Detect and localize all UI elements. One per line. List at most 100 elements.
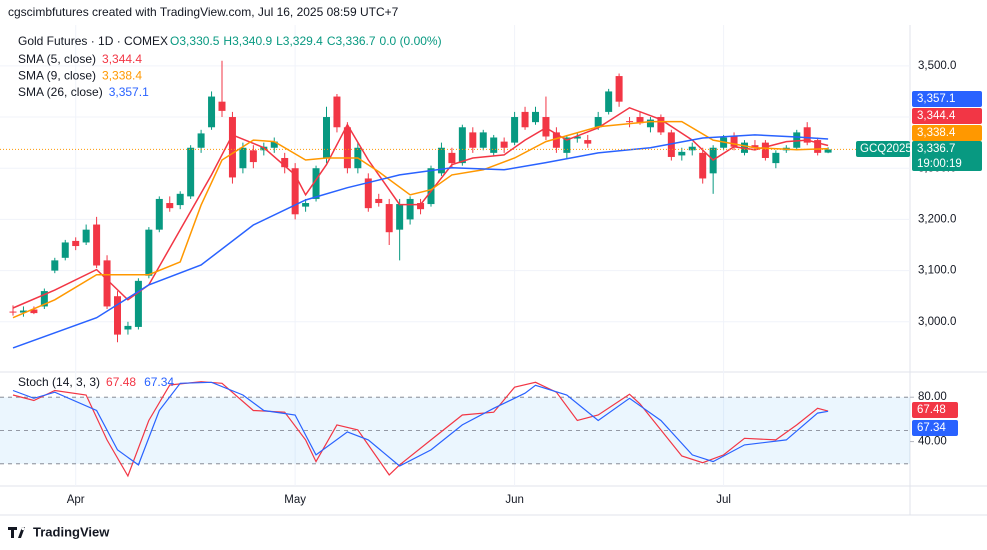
candle-body <box>61 242 69 258</box>
candle <box>406 196 414 225</box>
legend-name: SMA (9, close) <box>18 69 96 83</box>
candle-body <box>166 203 174 209</box>
credit: cgscimbfutures created with TradingView.… <box>8 5 399 19</box>
candle <box>542 96 550 141</box>
candle <box>270 137 278 153</box>
candle <box>333 93 341 133</box>
candle-body <box>657 117 665 133</box>
candle <box>385 198 393 246</box>
y-tick-label: 3,100.0 <box>918 265 956 277</box>
candle <box>490 134 498 156</box>
candle <box>458 124 466 166</box>
candle <box>239 142 247 174</box>
y-tick-label: 80.00 <box>918 391 947 403</box>
candle <box>584 134 592 148</box>
tradingview-logo: TradingView <box>8 524 110 539</box>
price-badge: 3,357.1 <box>917 93 955 105</box>
candle <box>646 117 654 133</box>
candle-body <box>542 117 550 137</box>
candle-body <box>9 311 17 313</box>
legend-value: 3,357.1 <box>109 85 149 99</box>
candle-body <box>490 137 498 153</box>
candle <box>500 137 508 153</box>
candle <box>343 122 351 174</box>
candle <box>417 198 425 215</box>
y-tick-label: 3,500.0 <box>918 60 956 72</box>
candle-body <box>437 147 445 174</box>
candle-body <box>51 260 59 271</box>
candle <box>657 114 665 135</box>
candle-body <box>208 96 216 128</box>
chart-title: Gold Futures · 1D · COMEX <box>18 34 168 48</box>
candle <box>427 165 435 207</box>
price-badge: 3,344.4 <box>917 110 956 122</box>
candle-body <box>573 136 581 139</box>
candle <box>364 173 372 212</box>
candle-body <box>532 111 539 123</box>
candle-body <box>40 291 48 307</box>
candle-body <box>30 309 38 314</box>
candle-body <box>448 152 456 164</box>
price-badge-bg <box>912 108 982 124</box>
x-tick-label: Jul <box>716 494 731 506</box>
candle <box>552 127 560 153</box>
candle-body <box>511 117 519 143</box>
candle <box>511 111 519 146</box>
symbol-badge-bg <box>856 141 910 157</box>
ohlc-label: L3,329.4 <box>276 34 323 48</box>
candle <box>124 321 132 335</box>
candle-body <box>375 198 383 204</box>
candle-body <box>291 168 299 215</box>
candle <box>751 140 759 151</box>
candle <box>793 129 801 151</box>
candle-body <box>93 224 101 266</box>
candle-body <box>605 91 613 112</box>
candle <box>573 132 581 143</box>
candle-body <box>343 127 351 169</box>
stoch-line <box>12 381 829 467</box>
candle <box>155 196 163 233</box>
sma-line <box>12 134 829 349</box>
candle-body <box>176 193 184 206</box>
candle <box>51 257 59 274</box>
candle <box>166 196 174 212</box>
y-tick-label: 40.00 <box>918 436 947 448</box>
candle-body <box>730 136 738 147</box>
candle <box>824 147 832 154</box>
candle-body <box>552 132 560 148</box>
candle <box>437 142 445 176</box>
candle <box>605 88 613 115</box>
candle <box>626 117 634 128</box>
stoch-badge: 67.34 <box>917 422 946 434</box>
candle-body <box>72 240 80 247</box>
candle-body <box>594 117 602 128</box>
ohlc-label: O3,330.5 <box>170 34 220 48</box>
candle <box>563 134 571 158</box>
candle <box>814 137 822 156</box>
candle <box>688 142 696 156</box>
candle <box>323 106 330 164</box>
candle-body <box>396 204 404 230</box>
candle-body <box>134 280 142 327</box>
candle <box>19 306 27 317</box>
candle-body <box>427 168 435 205</box>
candle-body <box>521 111 529 128</box>
legend-name: SMA (26, close) <box>18 85 103 99</box>
candle-body <box>218 101 226 111</box>
candle <box>103 255 111 310</box>
candle-body <box>385 204 393 233</box>
candle-body <box>124 325 132 330</box>
y-tick-label: 3,000.0 <box>918 316 956 328</box>
candle-body <box>145 229 153 276</box>
candle <box>375 193 383 207</box>
candle <box>61 239 69 261</box>
symbol-badge: GCQ2025 <box>860 143 912 155</box>
candle-body <box>500 141 508 148</box>
candle <box>249 145 257 169</box>
candle-body <box>458 127 466 164</box>
candle-body <box>626 121 634 123</box>
indicator-title: Stoch (14, 3, 3) <box>18 375 100 389</box>
candle <box>134 278 142 330</box>
candle <box>72 237 80 251</box>
